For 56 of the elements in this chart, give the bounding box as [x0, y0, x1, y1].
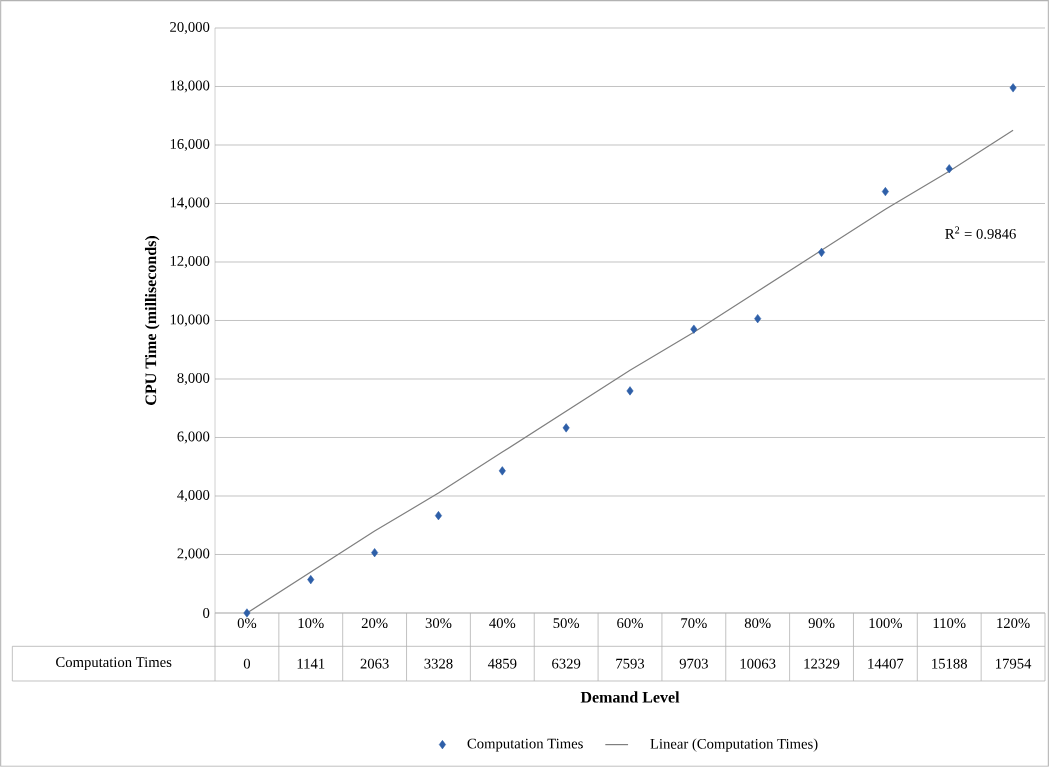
annotation: R$^{2}$ = 0.9846	[945, 226, 1016, 239]
point	[690, 324, 698, 334]
data-label: 4859	[487, 658, 517, 669]
x-tick-label: 20%	[361, 618, 388, 629]
x-tick-label: 40%	[489, 618, 516, 629]
data-label: 6329	[552, 658, 581, 669]
data-label: 12329	[804, 658, 840, 669]
y-tick-label: 18,000	[170, 80, 210, 93]
point	[754, 314, 762, 324]
point	[307, 575, 315, 585]
x-tick-label: 70%	[681, 618, 707, 629]
legend-label: Linear (Computation Times)	[650, 738, 818, 752]
point	[562, 423, 570, 433]
x-tick-label: 30%	[425, 618, 452, 629]
y-tick-label: 2,000	[177, 548, 210, 561]
text: Computation Times	[56, 657, 172, 671]
x-tick-label: 90%	[808, 618, 835, 629]
point	[498, 466, 506, 476]
y-tick-label: 14,000	[170, 197, 210, 210]
point	[1009, 83, 1017, 93]
x-tick-label: 100%	[869, 618, 902, 629]
data-label: 17954	[996, 658, 1032, 669]
x-tick-label: 50%	[553, 618, 580, 629]
x-tick-label: 10%	[298, 618, 324, 629]
point	[818, 247, 826, 257]
x-tick-label: 110%	[933, 618, 966, 629]
point	[243, 608, 251, 618]
point	[945, 164, 953, 174]
point	[435, 511, 442, 521]
data-label: 0	[243, 658, 251, 669]
y-tick-label: 0	[203, 608, 210, 618]
y-axis-title: CPU Time (milliseconds)	[144, 236, 160, 405]
x-tick-label: 80%	[744, 618, 771, 629]
y-tick-label: 10,000	[170, 314, 210, 327]
y-tick-label: 16,000	[170, 139, 210, 151]
y-tick-label: 8,000	[177, 372, 210, 385]
x-tick-label: 0%	[237, 618, 257, 629]
y-tick-label: 6,000	[177, 431, 210, 444]
data-label: 14407	[868, 658, 904, 669]
y-tick-label: 12,000	[170, 256, 210, 268]
x-axis-title: Demand Level	[580, 691, 680, 703]
legend-label: Computation Times	[467, 738, 583, 752]
x-tick-label: 120%	[997, 618, 1030, 629]
data-label: 15188	[932, 658, 968, 669]
data-label: 2063	[360, 658, 389, 669]
data-label: 10063	[740, 658, 776, 669]
data-label: 3328	[424, 658, 453, 669]
x-tick-label: 60%	[617, 618, 643, 629]
point	[881, 187, 889, 197]
data-label: 7593	[616, 658, 645, 669]
point	[371, 548, 379, 558]
y-tick-label: 4,000	[177, 489, 210, 502]
y-tick-label: 20,000	[170, 22, 210, 34]
data-label: 1141	[297, 658, 325, 669]
data-label: 9703	[679, 658, 708, 669]
point	[626, 386, 634, 396]
